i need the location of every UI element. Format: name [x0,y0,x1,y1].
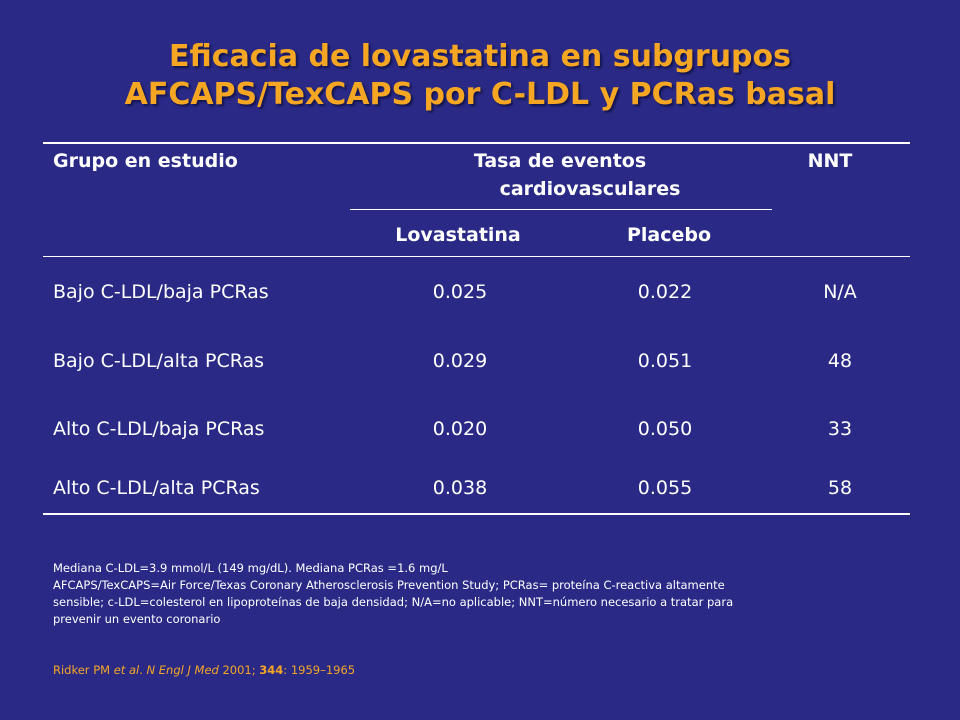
row-nnt: N/A [823,281,857,303]
row-nnt: 48 [827,350,853,372]
citation-pages: : 1959–1965 [283,663,356,677]
title-line-2: AFCAPS/TexCAPS por C-LDL y PCRas basal [124,77,836,112]
table-top-rule [43,142,910,144]
footnote-line: Mediana C-LDL=3.9 mmol/L (149 mg/dL). Me… [53,561,448,575]
citation-etal: et al [113,663,140,677]
citation-dot: . [139,663,147,677]
citation-journal: N Engl J Med [146,663,219,677]
table-bottom-rule [43,513,910,515]
header-bottom-rule [43,256,910,257]
footnote-line: sensible; c-LDL=colesterol en lipoproteí… [53,595,734,609]
row-lovastatina: 0.038 [432,477,488,499]
citation: Ridker PM et al. N Engl J Med 2001; 344:… [53,663,355,677]
row-group: Bajo C-LDL/alta PCRas [53,350,265,372]
header-placebo: Placebo [626,224,712,246]
row-placebo: 0.022 [637,281,693,303]
citation-volume: 344 [259,663,284,677]
title-line-1: Eficacia de lovastatina en subgrupos [169,39,791,74]
slide-title: Eficacia de lovastatina en subgrupos AFC… [0,38,960,114]
row-lovastatina: 0.020 [432,418,488,440]
row-group: Alto C-LDL/alta PCRas [53,477,260,499]
row-group: Bajo C-LDL/baja PCRas [53,281,269,303]
row-nnt: 33 [827,418,853,440]
row-nnt: 58 [827,477,853,499]
header-lovastatina: Lovastatina [395,224,521,246]
citation-authors: Ridker PM [53,663,114,677]
header-rate-line-1: Tasa de eventos [473,150,647,172]
row-group: Alto C-LDL/baja PCRas [53,418,265,440]
row-lovastatina: 0.029 [432,350,488,372]
row-lovastatina: 0.025 [432,281,488,303]
row-placebo: 0.051 [637,350,693,372]
header-rate-line-2: cardiovasculares [499,178,681,200]
footnote-line: prevenir un evento coronario [53,612,221,626]
row-placebo: 0.050 [637,418,693,440]
footnote-line: AFCAPS/TexCAPS=Air Force/Texas Coronary … [53,578,725,592]
citation-year: 2001; [218,663,260,677]
header-sub-rule [350,209,772,210]
header-nnt: NNT [807,150,853,172]
row-placebo: 0.055 [637,477,693,499]
footnotes: Mediana C-LDL=3.9 mmol/L (149 mg/dL). Me… [53,560,883,628]
header-group: Grupo en estudio [53,150,238,172]
